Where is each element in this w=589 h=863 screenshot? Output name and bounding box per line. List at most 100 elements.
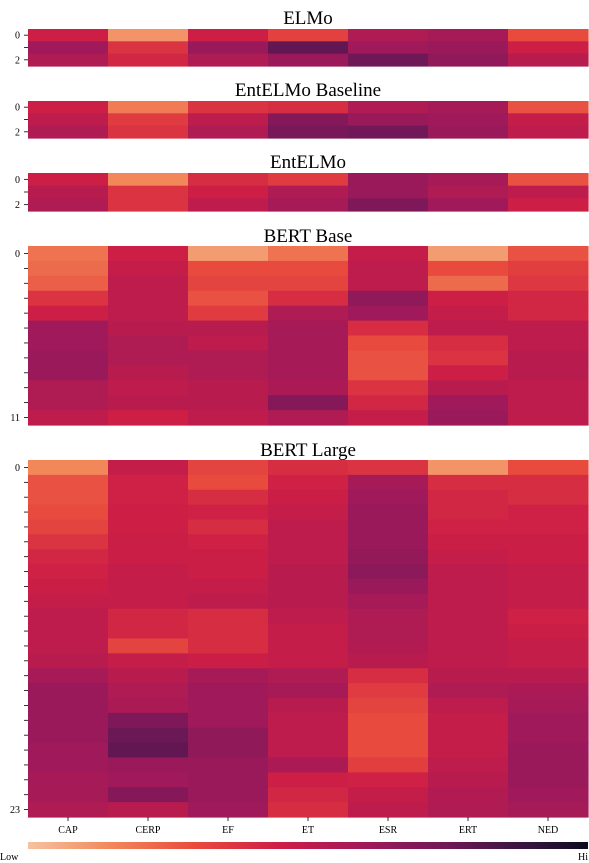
heatmap-cell — [188, 246, 269, 262]
heatmap-cell — [108, 489, 189, 506]
heatmap-cell — [428, 623, 509, 640]
heatmap-cell — [508, 608, 589, 625]
heatmap-cell — [348, 489, 429, 506]
heatmap-cell — [428, 125, 509, 139]
heatmap-cell — [268, 260, 349, 277]
heatmap-cell — [188, 772, 269, 788]
heatmap-cell — [108, 727, 189, 744]
heatmap-cell — [108, 173, 189, 187]
heatmap-cell — [348, 275, 429, 292]
heatmap-cell — [508, 410, 589, 426]
heatmap-cell — [508, 802, 589, 818]
y-tick-label: 0 — [15, 103, 20, 114]
heatmap-cell — [108, 101, 189, 114]
heatmap-cell — [268, 653, 349, 669]
heatmap-cell — [28, 410, 109, 426]
heatmap-cell — [28, 504, 109, 521]
heatmap-cell — [508, 489, 589, 506]
heatmap-cell — [188, 101, 269, 114]
heatmap-cell — [108, 275, 189, 292]
heatmap-cell — [268, 593, 349, 610]
heatmap-cell — [28, 350, 109, 366]
heatmap-cell — [428, 608, 509, 625]
heatmap-cell — [508, 173, 589, 187]
heatmap-cell — [188, 787, 269, 803]
heatmap-cell — [28, 593, 109, 610]
heatmap-cell — [188, 727, 269, 744]
panel-title: BERT Large — [260, 440, 356, 461]
heatmap-cell — [28, 742, 109, 759]
heatmap-cell — [268, 101, 349, 114]
heatmap-cell — [268, 549, 349, 565]
heatmap-cell — [188, 365, 269, 381]
heatmap-cell — [108, 290, 189, 307]
heatmap-cell — [108, 504, 189, 521]
heatmap-cell — [188, 623, 269, 640]
heatmap-cell — [28, 623, 109, 640]
heatmap-cell — [108, 519, 189, 535]
heatmap-cell — [428, 260, 509, 277]
heatmap-cell — [428, 173, 509, 187]
x-tick-label: ET — [302, 825, 314, 836]
heatmap-cell — [108, 698, 189, 714]
heatmap-cell — [28, 683, 109, 699]
x-tick-label: CERP — [135, 825, 160, 836]
heatmap-cell — [28, 53, 109, 67]
heatmap-cell — [188, 395, 269, 411]
heatmap-cell — [508, 53, 589, 67]
heatmap-cell — [428, 335, 509, 352]
heatmap-cell — [108, 380, 189, 396]
heatmap-panels: ELMo 0 2 EntELMo Baseline 0 2 EntELMo 0 2 BERT Ba… — [10, 8, 589, 818]
heatmap-cell — [348, 185, 429, 199]
heatmap-cell — [188, 185, 269, 199]
heatmap-cell — [108, 579, 189, 595]
x-tick-label: EF — [222, 825, 234, 836]
y-tick-label: 2 — [15, 200, 20, 211]
heatmap-cell — [428, 113, 509, 127]
heatmap-cell — [188, 608, 269, 625]
panel-title: EntELMo Baseline — [235, 80, 381, 101]
heatmap-cell — [508, 101, 589, 114]
heatmap-cell — [28, 173, 109, 187]
y-tick-label: 11 — [10, 413, 20, 424]
heatmap-cell — [428, 101, 509, 114]
heatmap-cell — [268, 668, 349, 684]
heatmap-cell — [508, 335, 589, 352]
heatmap-cell — [28, 638, 109, 654]
heatmap-cell — [508, 275, 589, 292]
heatmap-cell — [108, 653, 189, 669]
heatmap-cell — [28, 712, 109, 729]
heatmap-cell — [108, 335, 189, 352]
heatmap-cell — [108, 410, 189, 426]
heatmap-cell — [348, 305, 429, 322]
heatmap-cell — [108, 608, 189, 625]
heatmap-cell — [428, 185, 509, 199]
panel-title: EntELMo — [270, 152, 346, 173]
heatmap-cell — [348, 698, 429, 714]
heatmap-cell — [428, 712, 509, 729]
colorbar: Low Hi — [0, 842, 588, 863]
heatmap-cell — [188, 173, 269, 187]
heatmap-cell — [108, 534, 189, 550]
heatmap-cell — [348, 101, 429, 114]
heatmap-cell — [348, 365, 429, 381]
heatmap-cell — [268, 350, 349, 366]
heatmap-cell — [188, 113, 269, 127]
heatmap-cell — [268, 638, 349, 654]
heatmap-cell — [28, 534, 109, 550]
heatmap-cell — [108, 742, 189, 759]
heatmap-cell — [108, 320, 189, 337]
heatmap-cell — [508, 727, 589, 744]
heatmap-cell — [348, 260, 429, 277]
x-tick-label: ERT — [459, 825, 477, 836]
heatmap-cell — [508, 742, 589, 759]
heatmap-cell — [428, 579, 509, 595]
heatmap-cell — [108, 593, 189, 610]
heatmap-cell — [268, 29, 349, 42]
heatmap-cell — [508, 519, 589, 535]
x-tick-label: CAP — [58, 825, 78, 836]
x-tick-label: NED — [538, 825, 559, 836]
y-tick-label: 0 — [15, 249, 20, 260]
heatmap-cell — [28, 305, 109, 322]
heatmap-cell — [508, 365, 589, 381]
